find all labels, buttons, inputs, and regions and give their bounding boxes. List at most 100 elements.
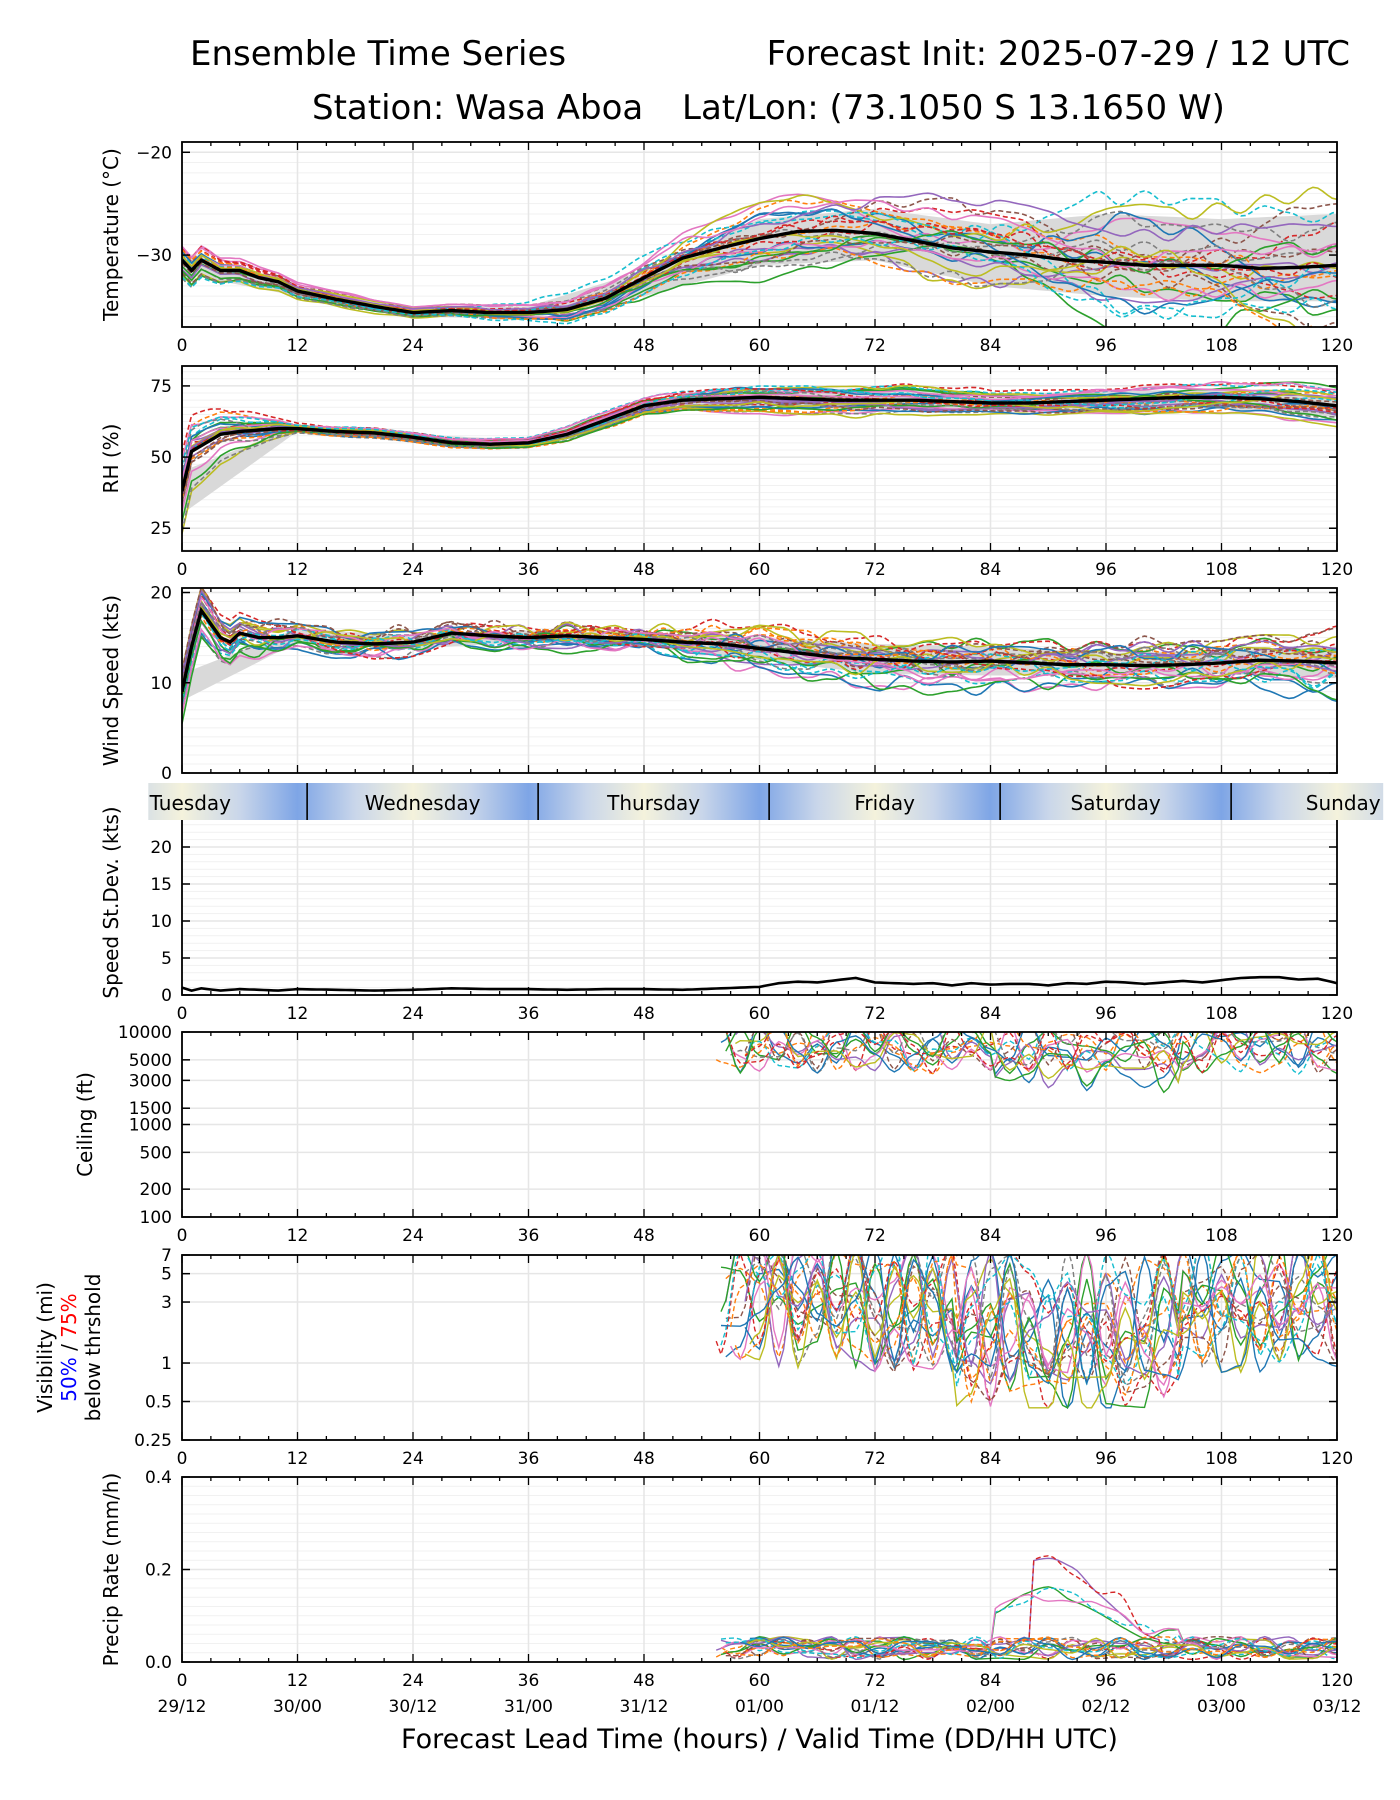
x-tick-label: 48 bbox=[633, 1004, 655, 1024]
x-tick-label: 84 bbox=[980, 560, 1002, 580]
ensemble-member-line bbox=[715, 1255, 1337, 1388]
x-tick-label: 120 bbox=[1321, 336, 1353, 356]
ensemble-member-line bbox=[764, 1255, 1337, 1387]
ensemble-member-line bbox=[182, 241, 1337, 319]
y-tick-label: −20 bbox=[136, 143, 172, 163]
y-tick-label: 75 bbox=[150, 377, 172, 397]
y-tick-label: 5 bbox=[161, 1265, 172, 1285]
y-tick-label: 100 bbox=[140, 1208, 172, 1228]
y-tick-label: 1 bbox=[161, 1354, 172, 1374]
x-tick-label: 96 bbox=[1095, 336, 1117, 356]
x-tick-label: 36 bbox=[518, 1449, 540, 1469]
x-tick-label: 36 bbox=[518, 560, 540, 580]
ensemble-member-line bbox=[749, 1255, 1337, 1409]
ensemble-member-line bbox=[735, 1032, 1337, 1085]
y-tick-label: 25 bbox=[150, 519, 172, 539]
y-axis-label: Visibility (mi) bbox=[33, 1282, 57, 1413]
day-label-saturday: Saturday bbox=[1071, 791, 1161, 815]
y-tick-label: 0 bbox=[161, 764, 172, 784]
x-tick-label: 60 bbox=[749, 1004, 771, 1024]
ensemble-member-line bbox=[750, 1255, 1337, 1386]
x-tick-label: 108 bbox=[1205, 1226, 1237, 1246]
y-tick-label: 5000 bbox=[129, 1051, 172, 1071]
ensemble-member-line bbox=[182, 211, 1337, 319]
valid-time-label: 29/12 bbox=[158, 1697, 207, 1717]
day-label-tuesday: Tuesday bbox=[149, 791, 232, 815]
x-tick-label: 36 bbox=[518, 336, 540, 356]
ensemble-member-line bbox=[182, 215, 1337, 313]
x-tick-label: 36 bbox=[518, 1004, 540, 1024]
x-tick-label: 60 bbox=[749, 1671, 771, 1691]
y-tick-label: 0 bbox=[161, 986, 172, 1006]
x-tick-label: 0 bbox=[177, 336, 188, 356]
day-strip-band bbox=[148, 783, 1384, 820]
ensemble-member-line bbox=[182, 399, 1337, 492]
y-axis-label: Speed St.Dev. (kts) bbox=[99, 806, 123, 998]
ensemble-member-line bbox=[182, 610, 1337, 690]
ensemble-member-line bbox=[182, 612, 1337, 699]
plot-area-speed_stdev bbox=[182, 975, 1337, 992]
x-tick-label: 120 bbox=[1321, 560, 1353, 580]
ensemble-member-line bbox=[715, 1032, 1337, 1074]
valid-time-label: 31/00 bbox=[504, 1697, 553, 1717]
x-tick-label: 12 bbox=[287, 336, 309, 356]
y-axis-label: Temperature (°C) bbox=[99, 148, 123, 322]
ensemble-member-line bbox=[182, 599, 1337, 687]
x-tick-label: 12 bbox=[287, 1449, 309, 1469]
ensemble-member-line bbox=[730, 1032, 1337, 1075]
ensemble-member-line bbox=[182, 588, 1337, 672]
x-tick-label: 72 bbox=[864, 1671, 886, 1691]
valid-time-label: 02/12 bbox=[1082, 1697, 1131, 1717]
valid-time-label: 03/12 bbox=[1313, 1697, 1362, 1717]
y-tick-label: 7 bbox=[161, 1246, 172, 1266]
y-axis-label: RH (%) bbox=[99, 424, 123, 494]
y-tick-label: 3000 bbox=[129, 1071, 172, 1091]
ensemble-member-line bbox=[182, 605, 1337, 693]
x-tick-label: 96 bbox=[1095, 1226, 1117, 1246]
y-axis-label: Ceiling (ft) bbox=[73, 1072, 97, 1177]
threshold-75-label: 75% bbox=[57, 1293, 81, 1337]
y-tick-label: −30 bbox=[136, 246, 172, 266]
ensemble-member-line bbox=[182, 614, 1337, 690]
y-axis-label: Precip Rate (mm/h) bbox=[99, 1473, 123, 1667]
x-tick-label: 84 bbox=[980, 1004, 1002, 1024]
x-tick-label: 60 bbox=[749, 1449, 771, 1469]
plot-area-ceiling bbox=[715, 1032, 1337, 1094]
ensemble-member-line bbox=[182, 618, 1337, 696]
x-tick-label: 120 bbox=[1321, 1226, 1353, 1246]
panel-speed_stdev: 051015202501224364860728496108120Speed S… bbox=[99, 801, 1353, 1024]
y-axis-label-line3: below thrshold bbox=[81, 1274, 105, 1422]
y-tick-label: 0.0 bbox=[145, 1653, 172, 1673]
ensemble-member-line bbox=[182, 382, 1337, 478]
y-tick-label: 10 bbox=[150, 912, 172, 932]
valid-time-label: 30/00 bbox=[273, 1697, 322, 1717]
x-axis-label: Forecast Lead Time (hours) / Valid Time … bbox=[401, 1724, 1118, 1755]
x-tick-label: 48 bbox=[633, 1226, 655, 1246]
day-strip: Tuesday Wednesday Thursday Friday Saturday Su… bbox=[148, 783, 1384, 820]
x-tick-label: 48 bbox=[633, 336, 655, 356]
y-tick-label: 0.4 bbox=[145, 1468, 172, 1488]
x-tick-label: 108 bbox=[1205, 336, 1237, 356]
ensemble-member-line bbox=[725, 1032, 1337, 1075]
y-tick-label: 10000 bbox=[118, 1023, 172, 1043]
ensemble-member-line bbox=[739, 1635, 1337, 1658]
panel-rh: 25 50 75 0 12 24 36 48 60 72 84 96 108 120 RH (%) bbox=[99, 365, 1353, 580]
x-tick-label: 48 bbox=[633, 1671, 655, 1691]
ensemble-member-line bbox=[182, 192, 1337, 311]
x-tick-label: 108 bbox=[1205, 560, 1237, 580]
y-tick-label: 1500 bbox=[129, 1099, 172, 1119]
ensemble-member-line bbox=[182, 386, 1337, 480]
ensemble-member-line bbox=[720, 1593, 1337, 1661]
y-tick-label: 0.2 bbox=[145, 1561, 172, 1581]
x-tick-label: 84 bbox=[980, 1226, 1002, 1246]
day-label-sunday: Sunday bbox=[1306, 791, 1381, 815]
x-tick-label: 0 bbox=[177, 1449, 188, 1469]
latlon-label: Lat/Lon: (73.1050 S 13.1650 W) bbox=[682, 88, 1225, 128]
x-tick-label: 0 bbox=[177, 1671, 188, 1691]
ensemble-member-line bbox=[182, 595, 1337, 678]
ensemble-member-line bbox=[182, 399, 1337, 502]
y-tick-label: 10 bbox=[150, 674, 172, 694]
y-tick-label: 1000 bbox=[129, 1116, 172, 1136]
y-tick-label: 5 bbox=[161, 949, 172, 969]
